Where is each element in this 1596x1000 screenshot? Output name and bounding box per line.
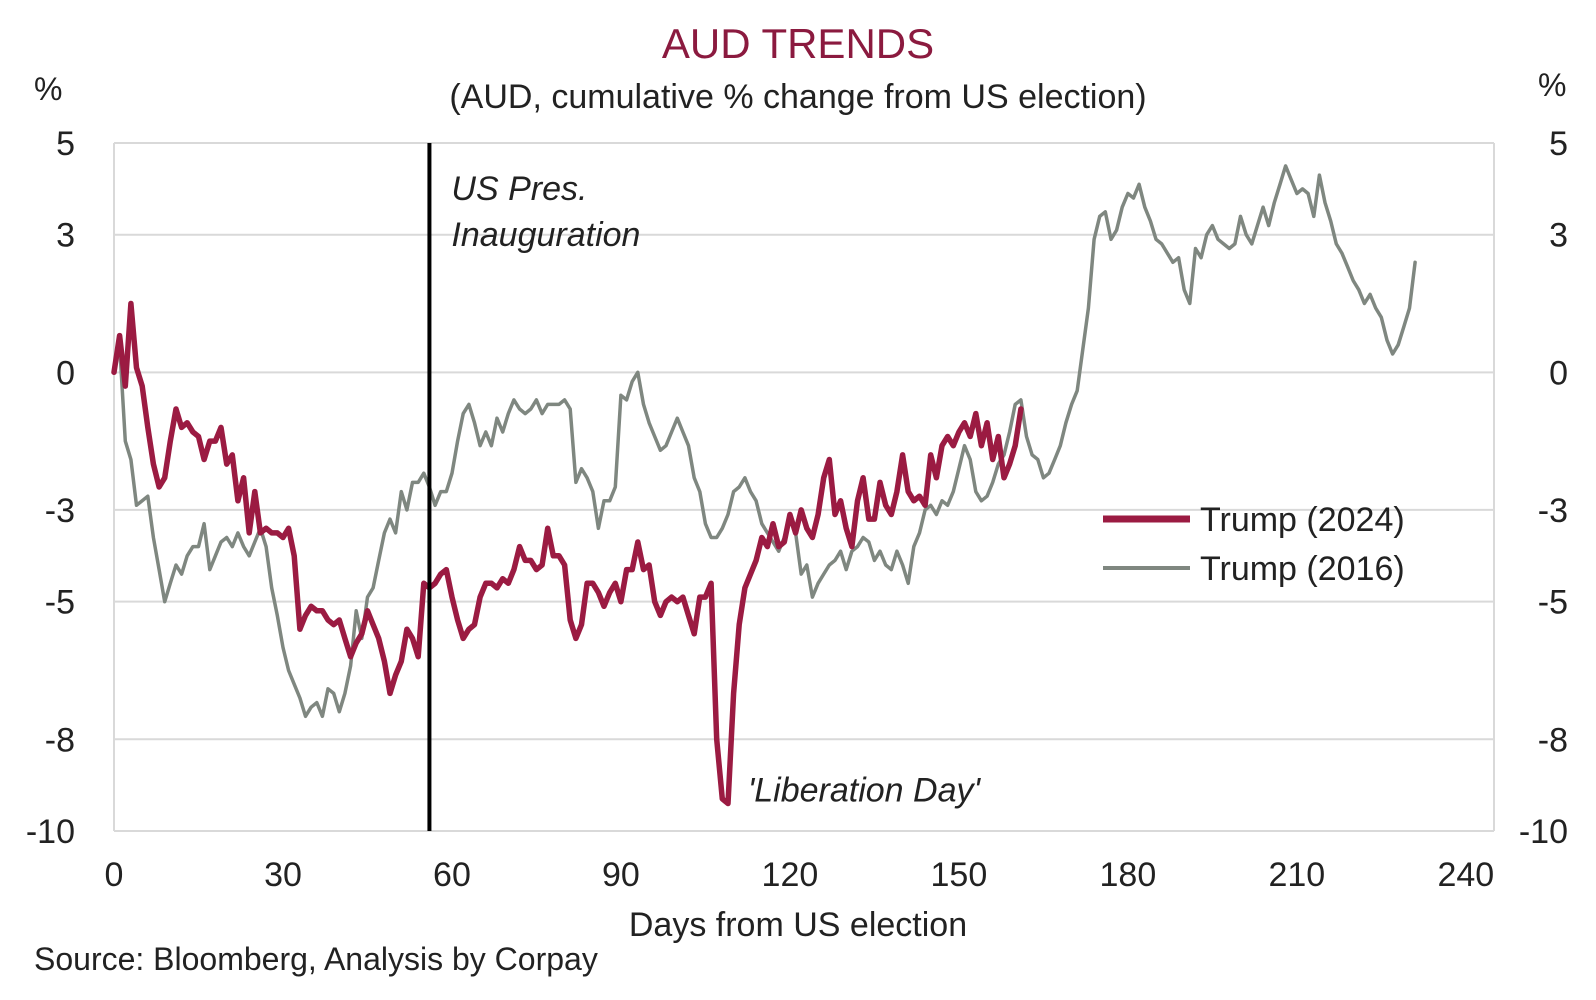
- y-tick-right-3: -3: [1538, 492, 1568, 530]
- y-tick-left-8: -8: [45, 721, 75, 759]
- x-tick-210: 210: [1268, 856, 1325, 894]
- x-axis-label: Days from US election: [629, 906, 967, 944]
- y-tick-left-10: -10: [26, 813, 75, 851]
- series-lines: [111, 164, 1417, 807]
- legend: Trump (2024) Trump (2016): [1103, 501, 1405, 588]
- axes: [113, 143, 1495, 832]
- annotation-liberation-day: 'Liberation Day': [748, 772, 982, 810]
- x-tick-90: 90: [602, 856, 640, 894]
- legend-label-trump-2024: Trump (2024): [1200, 501, 1405, 539]
- x-tick-240: 240: [1437, 856, 1494, 894]
- x-tick-180: 180: [1100, 856, 1157, 894]
- x-tick-labels: 0 30 60 90 120 150 180 210 240: [105, 856, 1495, 894]
- inauguration-label-line-2: Inauguration: [451, 216, 640, 254]
- y-tick-right-3: 3: [1549, 217, 1568, 255]
- y-tick-left-3: -3: [45, 492, 75, 530]
- y-tick-right-5: -5: [1538, 584, 1568, 622]
- y-tick-labels: 5 5 3 3 0 0 -3 -3 -5 -5 -8 -8 -10 -10: [26, 125, 1568, 851]
- left-axis-unit: %: [34, 71, 62, 107]
- y-tick-left-5: -5: [45, 584, 75, 622]
- inauguration-label-line-1: US Pres.: [451, 170, 587, 208]
- y-tick-left-0: 0: [56, 354, 75, 392]
- x-tick-150: 150: [931, 856, 988, 894]
- legend-label-trump-2016: Trump (2016): [1200, 550, 1405, 588]
- chart-title: AUD TRENDS: [662, 20, 934, 67]
- x-tick-60: 60: [433, 856, 471, 894]
- right-axis-unit: %: [1538, 67, 1566, 103]
- inauguration-marker: US Pres. Inauguration: [427, 143, 640, 831]
- source-note: Source: Bloomberg, Analysis by Corpay: [34, 941, 598, 977]
- x-tick-30: 30: [264, 856, 302, 894]
- y-tick-right-8: -8: [1538, 721, 1568, 759]
- gridlines: [114, 142, 1494, 741]
- y-tick-right-0: 0: [1549, 354, 1568, 392]
- series-line-trump-2016: [112, 164, 1417, 719]
- series-line-trump-2024: [111, 300, 1024, 807]
- y-tick-right-5: 5: [1549, 125, 1568, 163]
- chart-subtitle: (AUD, cumulative % change from US electi…: [449, 78, 1146, 116]
- y-tick-left-3: 3: [56, 217, 75, 255]
- y-tick-left-5: 5: [56, 125, 75, 163]
- x-tick-120: 120: [762, 856, 819, 894]
- annotations: 'Liberation Day': [748, 772, 982, 810]
- x-tick-0: 0: [105, 856, 124, 894]
- y-tick-right-10: -10: [1519, 813, 1568, 851]
